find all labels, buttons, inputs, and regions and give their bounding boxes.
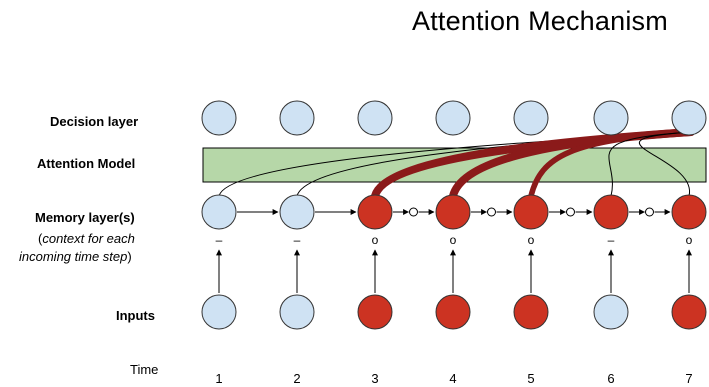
- memory-marker-3: o: [372, 233, 379, 247]
- memory-marker-7: o: [686, 233, 693, 247]
- diagram-title: Attention Mechanism: [412, 6, 668, 36]
- input-node-6: [593, 294, 629, 330]
- time-step-5: 5: [527, 371, 534, 386]
- input-node-7: [671, 294, 707, 330]
- attention-curve-7: [638, 131, 692, 197]
- memory-marker-4: o: [450, 233, 457, 247]
- time-label: Time: [130, 362, 159, 377]
- attention-model-band: [202, 147, 707, 183]
- input-node-1: [201, 294, 237, 330]
- memory-node-6: [593, 194, 629, 230]
- input-node-3: [357, 294, 393, 330]
- decision-node-2: [279, 100, 315, 136]
- attention-curve-6: [608, 131, 692, 197]
- memory-node-2: [279, 194, 315, 230]
- memory-node-5: [513, 194, 549, 230]
- decision-node-5: [513, 100, 549, 136]
- attention-model-label: Attention Model: [37, 156, 136, 171]
- memory-node-3: [357, 194, 393, 230]
- memory-node-4: [435, 194, 471, 230]
- inputs-label: Inputs: [116, 308, 155, 323]
- memory-gate-3: [409, 207, 418, 217]
- decision-node-7: [671, 100, 707, 136]
- memory-layer-label: Memory layer(s): [35, 210, 135, 225]
- memory-marker-6: –: [608, 233, 615, 247]
- time-step-6: 6: [607, 371, 614, 386]
- memory-layer-sublabel-line1: (context for each: [38, 231, 135, 246]
- memory-gate-4: [487, 207, 496, 217]
- decision-node-6: [593, 100, 629, 136]
- memory-gate-6: [645, 207, 654, 217]
- time-step-4: 4: [449, 371, 456, 386]
- memory-layer-sublabel-line2: incoming time step): [19, 249, 132, 264]
- memory-sub-line2: incoming time step: [19, 249, 128, 264]
- decision-node-3: [357, 100, 393, 136]
- decision-node-1: [201, 100, 237, 136]
- memory-sub-open-paren: (: [38, 231, 43, 246]
- memory-marker-2: –: [294, 233, 301, 247]
- memory-sub-line1: context for each: [42, 231, 135, 246]
- memory-marker-1: –: [216, 233, 223, 247]
- time-step-1: 1: [215, 371, 222, 386]
- input-node-2: [279, 294, 315, 330]
- time-step-3: 3: [371, 371, 378, 386]
- decision-layer-label: Decision layer: [50, 114, 139, 129]
- memory-marker-5: o: [528, 233, 535, 247]
- memory-node-1: [201, 194, 237, 230]
- decision-node-4: [435, 100, 471, 136]
- memory-gate-5: [566, 207, 575, 217]
- time-step-7: 7: [685, 371, 692, 386]
- input-node-4: [435, 294, 471, 330]
- time-step-2: 2: [293, 371, 300, 386]
- memory-node-7: [671, 194, 707, 230]
- input-node-5: [513, 294, 549, 330]
- memory-sub-close-paren: ): [127, 249, 132, 264]
